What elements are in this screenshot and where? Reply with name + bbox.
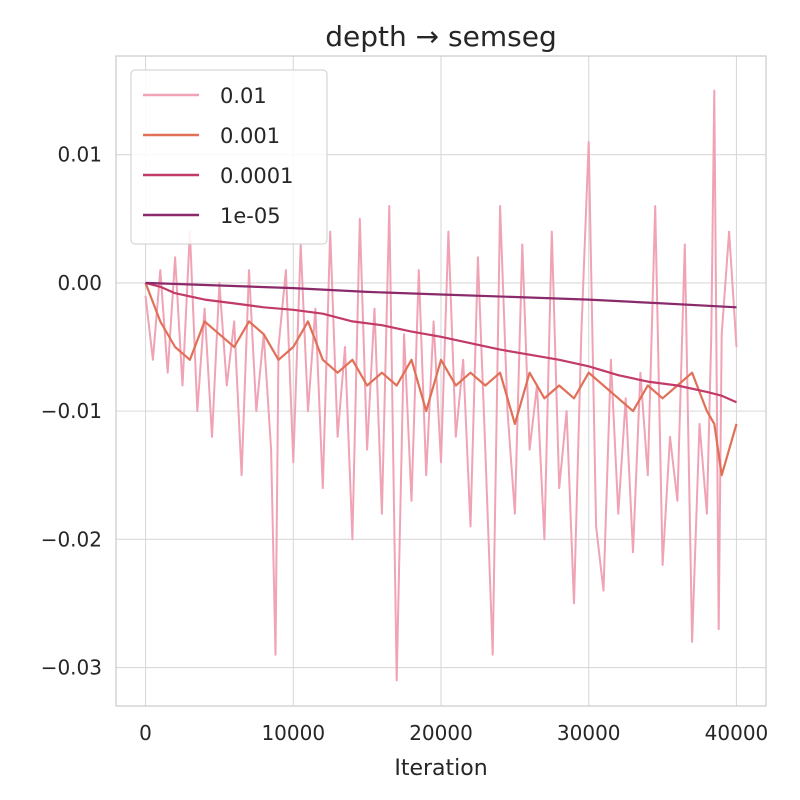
- grid-lines: [116, 56, 766, 706]
- x-tick-label: 30000: [557, 721, 621, 745]
- series-line-1e-05: [145, 281, 737, 309]
- legend-label: 0.01: [220, 84, 267, 108]
- legend: 0.01 0.001 0.0001 1e-05: [130, 69, 328, 245]
- y-tick-label: 0.00: [57, 271, 102, 295]
- x-tick-label: 10000: [261, 721, 325, 745]
- x-tick-label: 0: [139, 721, 152, 745]
- chart-title: depth → semseg: [325, 20, 556, 53]
- x-tick-labels: 0 10000 20000 30000 40000: [139, 721, 768, 745]
- series-line-0-0001: [145, 281, 737, 404]
- legend-label: 0.0001: [220, 164, 293, 188]
- y-tick-label: −0.03: [41, 656, 102, 680]
- legend-label: 1e-05: [220, 204, 281, 228]
- x-tick-label: 40000: [705, 721, 769, 745]
- series-line-0-001: [144, 282, 738, 477]
- y-tick-label: −0.02: [41, 527, 102, 551]
- series-lines: [144, 89, 738, 682]
- plot-frame: [115, 55, 767, 707]
- x-axis-title: Iteration: [394, 756, 487, 781]
- legend-box: [130, 69, 328, 245]
- x-tick-label: 20000: [409, 721, 473, 745]
- legend-label: 0.001: [220, 124, 280, 148]
- y-tick-label: 0.01: [57, 143, 102, 167]
- y-tick-labels: −0.03 −0.02 −0.01 0.00 0.01: [41, 143, 102, 680]
- y-tick-label: −0.01: [41, 399, 102, 423]
